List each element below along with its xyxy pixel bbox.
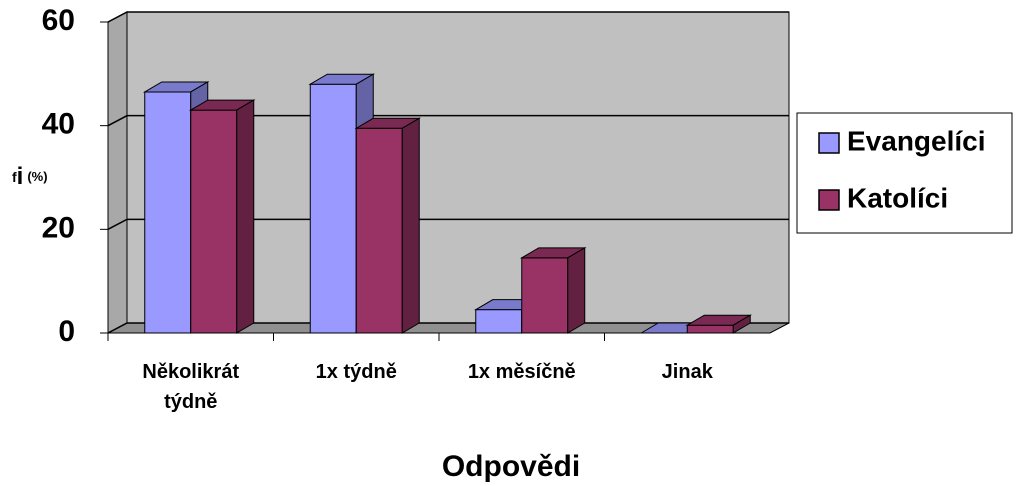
x-tick-label: Několikrát týdně (142, 361, 240, 413)
bar-side (567, 246, 586, 334)
grid-line (107, 114, 789, 127)
y-tick-label: 60 (42, 4, 75, 37)
x-axis-title: Odpovědi (442, 450, 580, 483)
y-axis-title-part: i (17, 163, 24, 190)
x-tick-label: 1x týdně (315, 361, 397, 383)
bar (309, 83, 357, 334)
grid-line (107, 11, 789, 23)
legend-swatch (818, 189, 840, 211)
y-tick-label: 40 (42, 108, 75, 141)
x-tick-label: Jinak (661, 361, 713, 383)
bar (521, 257, 569, 334)
bar (475, 309, 523, 334)
bar-side (732, 314, 751, 334)
legend-label: Evangelíci (847, 125, 986, 156)
y-tick-label: 20 (42, 211, 75, 244)
bar-side (236, 99, 255, 334)
y-axis-title: fi (%) (12, 163, 48, 190)
side-wall (107, 11, 128, 334)
y-axis-title-part: f (12, 169, 17, 185)
y-tick-label: 0 (58, 315, 75, 348)
bar (686, 324, 734, 334)
legend-label: Katolíci (847, 182, 948, 213)
bar (144, 91, 192, 334)
grid-line (107, 218, 789, 230)
bar-side (401, 117, 420, 334)
bar (355, 127, 403, 334)
legend-swatch (818, 132, 840, 154)
x-tick-label: 1x měsíčně (467, 361, 576, 383)
y-axis-title-part: (%) (27, 169, 47, 184)
bar (190, 109, 238, 334)
plot (100, 11, 790, 341)
